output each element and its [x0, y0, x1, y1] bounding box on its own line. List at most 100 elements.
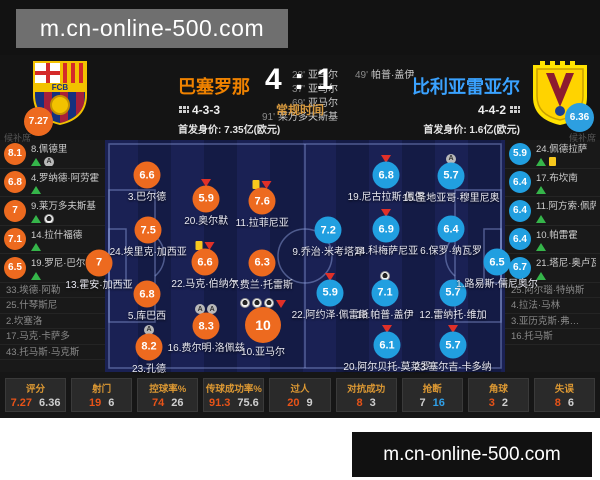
away-bench-sidebar: 候补席 5.9 24.佩德拉萨 6.4 17.布坎南 6.4 11.阿方索·佩萨… 6.4 1…	[505, 133, 600, 372]
stat-box: 角球 3 2	[467, 378, 529, 412]
stat-label: 过人	[290, 384, 310, 395]
player-rating: 6.8	[4, 171, 26, 194]
sub-on-icon	[536, 271, 546, 280]
home-team-name[interactable]: 巴塞罗那	[178, 77, 250, 97]
away-bench-list: 5.9 24.佩德拉萨 6.4 17.布坎南 6.4 11.阿方索·佩萨… 6.4 10.帕雷…	[505, 140, 600, 345]
player-name: 17.布坎南	[536, 172, 578, 184]
away-team-block: 比利亚雷亚尔 4-4-2 首发身价: 1.6亿(欧元)	[350, 73, 520, 136]
bench-player-info: 14.拉什福德	[31, 227, 82, 252]
assist-icon: A	[195, 304, 206, 315]
player-rating: 7.6	[248, 187, 276, 215]
assist-icon: A	[144, 324, 154, 335]
bench-player-row[interactable]: 5.9 24.佩德拉萨	[505, 140, 600, 169]
player-rating: 6.9	[372, 215, 400, 243]
goal-row: 91' 莱万多夫斯基	[259, 111, 338, 125]
bench-player-row[interactable]: 6.5 19.罗尼·巴尔吉	[0, 254, 105, 283]
player-rating: 6.4	[509, 199, 531, 222]
player-name: 10.帕雷霍	[536, 229, 578, 241]
player-name: 8.佩德里	[31, 144, 68, 156]
stat-away-value: 75.6	[237, 397, 259, 409]
bench-unused-player[interactable]: 2.坎塞洛	[0, 314, 105, 329]
player-rating: 5.9	[509, 142, 531, 165]
top-band: m.cn-online-500.com	[0, 0, 600, 55]
goal-time: 28'	[291, 70, 305, 81]
player-rating: 5.9	[316, 279, 344, 307]
score-block: 4 : 1 常规时间	[255, 63, 345, 118]
bench-unused-player[interactable]: 43.托马斯·马克斯	[0, 345, 105, 360]
player-name: 9.莱万多夫斯基	[31, 201, 96, 213]
stat-values: 7.27 6.36	[11, 397, 61, 409]
bench-unused-player[interactable]: 25.什琴斯尼	[0, 298, 105, 314]
bench-player-info: 8.佩德里 A	[31, 141, 68, 167]
stat-label: 失误	[554, 384, 574, 395]
bench-player-row[interactable]: 7.1 14.拉什福德	[0, 226, 105, 254]
player-rating: 5.9	[192, 185, 220, 213]
player-name: 20.阿尔贝托·莫莱罗	[343, 362, 431, 374]
bench-player-row[interactable]: 6.8 4.罗纳德·阿劳霍	[0, 169, 105, 197]
player-icons	[31, 271, 95, 280]
player-rating: 8.3	[192, 312, 220, 340]
player-icons	[381, 209, 392, 218]
bench-unused-player[interactable]: 33.埃德·阿勒	[0, 283, 105, 298]
stat-home-value: 20	[287, 397, 300, 409]
pitch: 7 13.霍安·加西亚 6.6 3.巴尔德 7.5 24.埃里克·加西亚 6.8 5.库巴西 A…	[65, 140, 538, 375]
stat-away-value: 3	[369, 397, 376, 409]
stat-away-value: 6	[108, 397, 115, 409]
player-name: 9.乔治·米考塔泽	[292, 247, 365, 259]
away-team-name[interactable]: 比利亚雷亚尔	[412, 77, 520, 97]
player-name: 14.科梅萨尼亚	[354, 246, 419, 258]
bench-unused-player[interactable]: 16.托马斯	[505, 329, 600, 345]
player-icons	[195, 241, 215, 251]
player-name: 18.帕普·盖伊	[356, 309, 414, 321]
match-status: 常规时间	[275, 103, 324, 117]
bench-unused-player[interactable]: 4.拉法·马林	[505, 298, 600, 314]
player-rating: 6.1	[373, 331, 401, 359]
player-name: 23.塞尔吉·卡多纳	[414, 362, 492, 374]
away-formation: 4-4-2	[350, 103, 520, 117]
player-name: 3.巴尔德	[127, 192, 167, 204]
home-team-block: 巴塞罗那 4-3-3 首发身价: 7.35亿(欧元)	[178, 73, 348, 136]
bench-unused-player[interactable]: 25.阿尔瑙·特纳斯	[505, 283, 600, 298]
player-name: 15.圣地亚哥·穆里尼奥	[402, 192, 500, 204]
player-name: 19.罗尼·巴尔吉	[31, 258, 95, 270]
player-name: 12.雷纳托·维加	[419, 309, 487, 321]
player-rating: 6.6	[191, 248, 219, 276]
bench-unused-player[interactable]: 17.马克·卡萨多	[0, 329, 105, 345]
bench-player-row[interactable]: 6.7 21.塔尼·奥卢瓦…	[505, 254, 600, 283]
home-team-rating-badge: 7.27	[24, 107, 53, 136]
goal-row: 69' 亚马尔	[259, 97, 338, 111]
yellow-card-icon	[252, 180, 260, 190]
lineup-section: 候补席 8.1 8.佩德里 A 6.8 4.罗纳德·阿劳霍 7 9.莱万多夫斯基 7.1 14.…	[0, 133, 600, 375]
player-rating: 6.4	[509, 228, 531, 251]
player-icons	[31, 213, 96, 224]
player-rating: 6.8	[372, 161, 400, 189]
player-icons	[201, 178, 212, 187]
player-rating: 6.8	[133, 280, 161, 308]
stat-home-value: 91.3	[208, 397, 231, 409]
player-name: 11.阿方索·佩萨…	[536, 201, 596, 213]
player-icons	[31, 243, 82, 252]
home-goal-list: 28' 亚马尔 37' 亚马尔 69' 亚马尔 91' 莱万多夫斯基	[259, 69, 338, 125]
bench-player-row[interactable]: 8.1 8.佩德里 A	[0, 140, 105, 169]
home-formation: 4-3-3	[178, 103, 348, 117]
stat-label: 角球	[488, 384, 508, 395]
player-name: 22.阿约泽·佩雷斯	[291, 309, 369, 321]
away-goal-list: 49' 帕普·盖伊	[352, 69, 414, 83]
home-bench-list: 8.1 8.佩德里 A 6.8 4.罗纳德·阿劳霍 7 9.莱万多夫斯基 7.1 14.拉什福德…	[0, 140, 105, 360]
watermark-top: m.cn-online-500.com	[16, 9, 288, 48]
bench-player-row[interactable]: 6.4 11.阿方索·佩萨…	[505, 197, 600, 226]
stat-label: 传球成功率%	[205, 384, 262, 395]
player-name: 10.亚马尔	[241, 346, 285, 358]
player-rating: 6.5	[4, 256, 26, 279]
player-rating: 6.5	[483, 248, 511, 276]
bench-player-row[interactable]: 6.4 17.布坎南	[505, 169, 600, 197]
bench-player-row[interactable]: 7 9.莱万多夫斯基	[0, 197, 105, 226]
goal-scorer: 亚马尔	[308, 98, 338, 109]
bench-player-info: 21.塔尼·奥卢瓦…	[536, 255, 596, 280]
bench-player-row[interactable]: 6.4 10.帕雷霍	[505, 226, 600, 254]
bench-unused-player[interactable]: 3.亚历克斯·弗…	[505, 314, 600, 329]
stat-values: 91.3 75.6	[209, 397, 259, 409]
player-icons	[536, 214, 596, 223]
